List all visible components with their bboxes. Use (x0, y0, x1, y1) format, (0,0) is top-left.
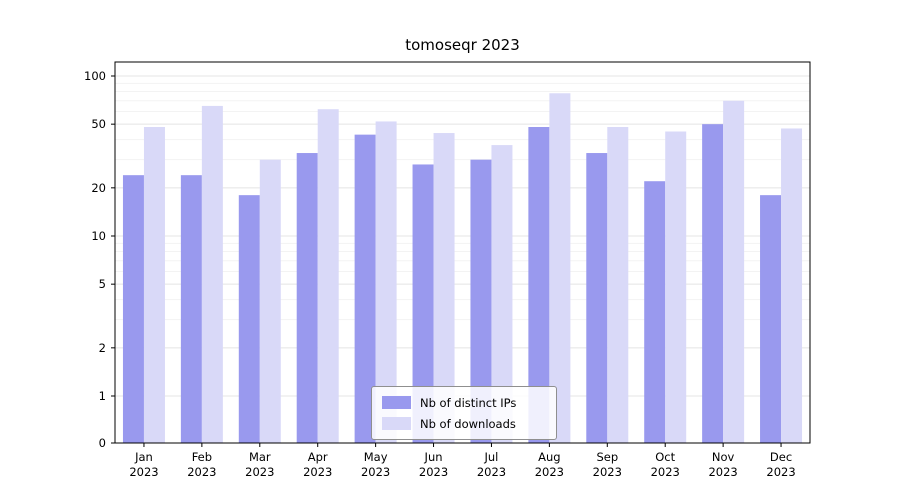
x-tick-label-month: Jan (134, 450, 153, 464)
x-tick-label-year: 2023 (361, 465, 390, 479)
bar-downloads (665, 131, 687, 443)
x-tick-label-month: Aug (538, 450, 560, 464)
x-tick-label-month: Jul (484, 450, 499, 464)
bar-distinct-ips (644, 181, 666, 443)
bar-downloads (259, 159, 281, 444)
x-tick-label-year: 2023 (766, 465, 795, 479)
legend-item-distinct-ips: Nb of distinct IPs (382, 392, 546, 413)
x-tick-label-year: 2023 (477, 465, 506, 479)
x-tick-label-month: Nov (712, 450, 735, 464)
bar-downloads (317, 109, 339, 443)
y-tick-label: 1 (99, 389, 106, 403)
x-tick-label-month: Oct (655, 450, 675, 464)
legend-label-downloads: Nb of downloads (420, 416, 516, 431)
x-tick-label-year: 2023 (245, 465, 274, 479)
legend: Nb of distinct IPs Nb of downloads (371, 386, 557, 440)
bar-distinct-ips (470, 159, 492, 444)
y-tick-label: 0 (99, 436, 106, 450)
bar-distinct-ips (412, 164, 434, 443)
x-tick-label-month: Dec (770, 450, 792, 464)
x-tick-label-month: May (364, 450, 388, 464)
y-tick-label: 20 (91, 181, 106, 195)
y-tick-label: 10 (91, 229, 106, 243)
bar-distinct-ips (702, 124, 724, 444)
bar-distinct-ips (354, 134, 376, 443)
x-tick-label-month: Sep (596, 450, 618, 464)
bar-downloads (491, 145, 513, 444)
bar-distinct-ips (586, 153, 608, 443)
x-tick-label-year: 2023 (303, 465, 332, 479)
x-tick-label-year: 2023 (593, 465, 622, 479)
legend-item-downloads: Nb of downloads (382, 413, 546, 434)
bar-distinct-ips (760, 195, 782, 443)
x-tick-label-year: 2023 (535, 465, 564, 479)
x-tick-label-year: 2023 (651, 465, 680, 479)
x-tick-label-year: 2023 (419, 465, 448, 479)
chart-title: tomoseqr 2023 (405, 36, 520, 54)
x-tick-label-month: Mar (249, 450, 271, 464)
bar-downloads (781, 128, 803, 443)
y-tick-label: 50 (91, 117, 106, 131)
x-tick-label-year: 2023 (187, 465, 216, 479)
y-tick-label: 5 (99, 277, 106, 291)
x-tick-label-year: 2023 (129, 465, 158, 479)
bar-distinct-ips (528, 127, 550, 443)
bar-downloads (143, 127, 165, 443)
bar-distinct-ips (238, 195, 260, 443)
bar-downloads (549, 93, 571, 443)
bar-distinct-ips (180, 175, 202, 443)
bar-distinct-ips (122, 175, 144, 443)
bar-downloads (433, 133, 455, 443)
legend-swatch-downloads (382, 417, 411, 430)
plot-frame (114, 61, 811, 444)
bar-downloads (375, 121, 397, 444)
x-tick-label-month: Apr (308, 450, 328, 464)
legend-swatch-ips (382, 396, 411, 409)
bar-downloads (201, 105, 223, 443)
x-tick-label-month: Jun (424, 450, 443, 464)
x-tick-label-year: 2023 (708, 465, 737, 479)
bar-downloads (723, 100, 745, 444)
bar-downloads (607, 127, 629, 443)
y-tick-label: 100 (84, 69, 106, 83)
bar-distinct-ips (296, 153, 318, 443)
x-tick-label-month: Feb (192, 450, 212, 464)
legend-label-ips: Nb of distinct IPs (420, 395, 517, 410)
y-tick-label: 2 (99, 341, 106, 355)
